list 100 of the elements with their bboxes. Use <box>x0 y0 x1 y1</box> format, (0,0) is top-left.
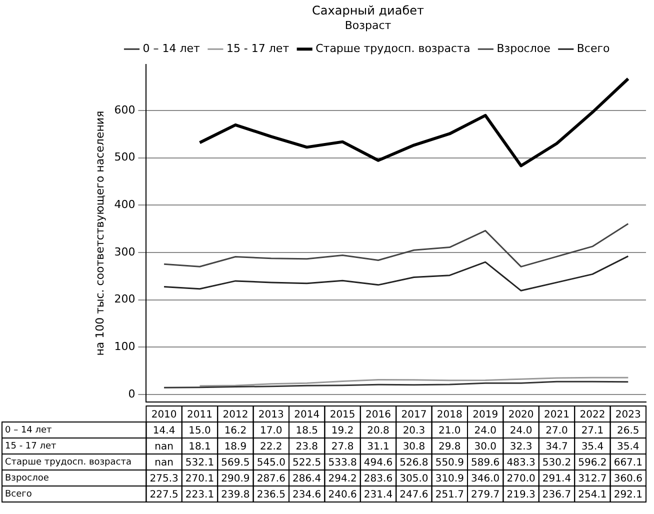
data-label: 35.4 <box>617 442 640 453</box>
text: 15 - 17 лет <box>5 441 56 452</box>
data-label: 254.1 <box>578 490 607 501</box>
x-tick-label: 2016 <box>366 410 391 421</box>
x-tick-label: 2020 <box>508 410 534 421</box>
data-label: 589.6 <box>471 458 500 469</box>
data-label: 667.1 <box>614 458 642 469</box>
data-label: 239.8 <box>221 490 250 501</box>
legend-label: Взрослое <box>496 42 551 55</box>
data-label: 236.5 <box>256 490 286 501</box>
data-label: 24.0 <box>474 426 496 437</box>
data-label: 596.2 <box>578 458 607 469</box>
data-label: 251.7 <box>435 490 464 501</box>
data-label: 294.2 <box>328 474 357 485</box>
data-label: 27.1 <box>581 426 604 437</box>
data-label: 34.7 <box>546 442 568 453</box>
x-tick-label: 2012 <box>222 410 248 421</box>
data-label: 35.4 <box>581 442 604 453</box>
legend-label: Старше трудосп. возраста <box>316 42 470 55</box>
text: 0 – 14 лет <box>5 425 52 436</box>
data-label: 270.1 <box>185 474 214 485</box>
data-label: 26.5 <box>617 426 640 437</box>
data-label: 24.0 <box>510 426 532 437</box>
data-label: 550.9 <box>435 458 464 469</box>
data-label: 219.3 <box>506 490 536 501</box>
data-label: 240.6 <box>328 490 357 501</box>
data-label: 227.5 <box>150 490 178 501</box>
data-label: 545.0 <box>256 458 286 469</box>
data-label: 16.2 <box>224 426 247 437</box>
data-label: 291.4 <box>542 474 572 485</box>
data-label: 526.8 <box>400 458 428 469</box>
data-label: 18.1 <box>188 442 211 453</box>
x-tick-label: 2017 <box>401 410 427 421</box>
data-label: 27.0 <box>546 426 568 437</box>
y-axis-title: на 100 тыс. соответствующего населения <box>93 110 106 356</box>
data-label: 360.6 <box>614 474 642 485</box>
data-label: 31.1 <box>367 442 390 453</box>
data-label: 23.8 <box>296 442 318 453</box>
data-label: 292.1 <box>614 490 642 501</box>
data-label: 18.5 <box>296 426 318 437</box>
legend-label: 15 - 17 лет <box>226 42 290 55</box>
legend-title: Возраст <box>344 18 392 32</box>
data-label: 30.8 <box>402 442 426 453</box>
data-label: 494.6 <box>364 458 393 469</box>
data-label: 14.4 <box>152 426 176 437</box>
text: nan <box>154 458 174 469</box>
y-tick-label: 100 <box>114 340 136 353</box>
data-label: 275.3 <box>150 474 178 485</box>
x-tick-label: 2018 <box>436 410 462 421</box>
legend-label: Всего <box>576 42 610 55</box>
data-label: 20.8 <box>367 426 390 437</box>
y-tick-label: 600 <box>114 103 136 116</box>
data-label: 30.0 <box>474 442 496 453</box>
x-tick-label: 2014 <box>294 410 320 421</box>
data-label: 346.0 <box>471 474 500 485</box>
text: nan <box>154 442 174 453</box>
data-label: 533.8 <box>328 458 357 469</box>
x-tick-label: 2013 <box>258 410 284 421</box>
text: Взрослое <box>5 473 49 484</box>
x-tick-label: 2015 <box>330 410 356 421</box>
y-tick-label: 0 <box>128 387 136 400</box>
x-tick-label: 2010 <box>151 410 177 421</box>
data-label: 247.6 <box>400 490 428 501</box>
text: Всего <box>5 489 32 500</box>
chart-title: Сахарный диабет <box>312 3 424 18</box>
data-label: 18.9 <box>224 442 247 453</box>
data-label: 15.0 <box>188 426 211 437</box>
data-label: 270.0 <box>506 474 536 485</box>
data-label: 231.4 <box>364 490 393 501</box>
data-label: 279.7 <box>471 490 500 501</box>
y-tick-label: 500 <box>114 150 136 164</box>
data-label: 283.6 <box>364 474 393 485</box>
data-label: 312.7 <box>578 474 607 485</box>
x-tick-label: 2021 <box>544 410 570 421</box>
data-label: 305.0 <box>400 474 428 485</box>
x-tick-label: 2022 <box>580 410 606 421</box>
data-label: 310.9 <box>435 474 464 485</box>
x-tick-label: 2023 <box>615 410 641 421</box>
data-label: 569.5 <box>221 458 250 469</box>
data-label: 236.7 <box>542 490 572 501</box>
data-label: 522.5 <box>292 458 322 469</box>
data-label: 21.0 <box>438 426 461 437</box>
data-label: 19.2 <box>331 426 354 437</box>
data-label: 287.6 <box>256 474 286 485</box>
x-tick-label: 2011 <box>187 410 212 421</box>
y-tick-label: 400 <box>114 198 136 212</box>
data-label: 22.2 <box>260 442 282 453</box>
y-tick-label: 200 <box>114 292 136 306</box>
data-label: 286.4 <box>292 474 322 485</box>
text: Старше трудосп. возраста <box>5 457 132 468</box>
data-label: 483.3 <box>506 458 536 469</box>
y-tick-label: 300 <box>114 245 136 258</box>
data-label: 17.0 <box>260 426 282 437</box>
data-label: 32.3 <box>510 442 532 453</box>
data-label: 223.1 <box>185 490 214 501</box>
data-label: 27.8 <box>331 442 354 453</box>
x-tick-label: 2019 <box>472 410 498 421</box>
data-label: 530.2 <box>542 458 572 469</box>
data-label: 532.1 <box>185 458 214 469</box>
data-label: 290.9 <box>221 474 250 485</box>
